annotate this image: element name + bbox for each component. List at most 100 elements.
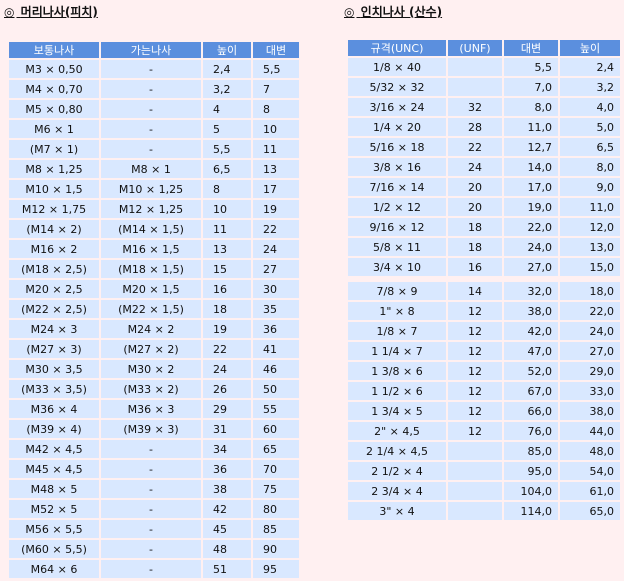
table-row: 2 1/2 × 4 95,0 54,0: [348, 462, 620, 480]
table-row: 3/8 × 16 24 14,0 8,0: [348, 158, 620, 176]
table-cell: (M7 × 1): [9, 140, 99, 158]
table-cell: 65,0: [560, 502, 620, 520]
table-row: M64 × 6-51 95: [9, 560, 299, 578]
table-cell: 75: [253, 480, 299, 498]
table-cell: 1 1/4 × 7: [348, 342, 446, 360]
table-cell: 22: [253, 220, 299, 238]
table-row: 5/16 × 18 22 12,7 6,5: [348, 138, 620, 156]
table-cell: M16 × 2: [9, 240, 99, 258]
table-row: 1/4 × 20 28 11,0 5,0: [348, 118, 620, 136]
table-cell: 2,4: [560, 58, 620, 76]
table-cell: [448, 482, 502, 500]
table-cell: M10 × 1,5: [9, 180, 99, 198]
table-cell: 3" × 4: [348, 502, 446, 520]
table-cell: M4 × 0,70: [9, 80, 99, 98]
table-row: 1 1/4 × 7 12 47,0 27,0: [348, 342, 620, 360]
spacer-cell: [560, 278, 620, 280]
table-row: 1 3/4 × 5 12 66,0 38,0: [348, 402, 620, 420]
col-header-width-across-flats: 대변: [504, 40, 558, 56]
table-cell: 61,0: [560, 482, 620, 500]
table-cell: 2 1/2 × 4: [348, 462, 446, 480]
table-cell: 42,0: [504, 322, 558, 340]
table-cell: 5,5: [203, 140, 251, 158]
table-cell: 36: [253, 320, 299, 338]
table-cell: 10: [203, 200, 251, 218]
table-cell: 8: [253, 100, 299, 118]
table-cell: 12: [448, 342, 502, 360]
table-cell: 54,0: [560, 462, 620, 480]
table-row: M5 × 0,80-4 8: [9, 100, 299, 118]
table-row: 9/16 × 12 18 22,0 12,0: [348, 218, 620, 236]
table-cell: 60: [253, 420, 299, 438]
col-header-height: 높이: [203, 42, 251, 58]
metric-bullet: ◎: [4, 5, 15, 19]
table-cell: M36 × 3: [101, 400, 201, 418]
table-cell: 12: [448, 302, 502, 320]
table-row: M52 × 5-42 80: [9, 500, 299, 518]
table-row: M30 × 3,5 M30 × 2 24 46: [9, 360, 299, 378]
table-cell: (M14 × 1,5): [101, 220, 201, 238]
table-cell: 52,0: [504, 362, 558, 380]
metric-heading: ◎ 머리나사(피치): [4, 3, 98, 20]
table-cell: (M60 × 5,5): [9, 540, 99, 558]
table-cell: 32: [448, 98, 502, 116]
table-row: M8 × 1,25 M8 × 1 6,5 13: [9, 160, 299, 178]
table-cell: -: [101, 140, 201, 158]
table-cell: M16 × 1,5: [101, 240, 201, 258]
table-cell: 35: [253, 300, 299, 318]
table-cell: 38,0: [504, 302, 558, 320]
table-row: 5/32 × 32 7,0 3,2: [348, 78, 620, 96]
table-cell: (M27 × 2): [101, 340, 201, 358]
table-row: M10 × 1,5 M10 × 1,25 8 17: [9, 180, 299, 198]
table-cell: M6 × 1: [9, 120, 99, 138]
table-cell: 48: [203, 540, 251, 558]
table-cell: 1/8 × 7: [348, 322, 446, 340]
table-cell: M24 × 2: [101, 320, 201, 338]
table-cell: M30 × 3,5: [9, 360, 99, 378]
table-cell: M52 × 5: [9, 500, 99, 518]
table-row: (M18 × 2,5) (M18 × 1,5) 15 27: [9, 260, 299, 278]
col-header-unf: (UNF): [448, 40, 502, 56]
table-cell: 22: [448, 138, 502, 156]
table-cell: -: [101, 520, 201, 538]
table-cell: 5,5: [504, 58, 558, 76]
table-cell: -: [101, 480, 201, 498]
table-row: M48 × 5-38 75: [9, 480, 299, 498]
table-cell: 95,0: [504, 462, 558, 480]
table-cell: 46: [253, 360, 299, 378]
table-cell: 8,0: [504, 98, 558, 116]
table-row: (M39 × 4) (M39 × 3) 31 60: [9, 420, 299, 438]
table-cell: 85: [253, 520, 299, 538]
table-cell: 24: [203, 360, 251, 378]
table-row: 3/4 × 10 16 27,0 15,0: [348, 258, 620, 276]
table-cell: 18,0: [560, 282, 620, 300]
table-cell: 30: [253, 280, 299, 298]
table-cell: 24,0: [504, 238, 558, 256]
inch-heading: ◎ 인치나사 (산수): [344, 3, 442, 20]
table-cell: [448, 58, 502, 76]
table-cell: 15: [203, 260, 251, 278]
table-cell: 20: [448, 178, 502, 196]
table-cell: 1/8 × 40: [348, 58, 446, 76]
table-cell: 44,0: [560, 422, 620, 440]
table-cell: 70: [253, 460, 299, 478]
table-cell: M5 × 0,80: [9, 100, 99, 118]
table-cell: 2 1/4 × 4,5: [348, 442, 446, 460]
table-cell: [448, 462, 502, 480]
table-cell: 18: [203, 300, 251, 318]
table-cell: 29: [203, 400, 251, 418]
table-cell: 3/8 × 16: [348, 158, 446, 176]
table-cell: 12: [448, 382, 502, 400]
table-cell: 1 3/8 × 6: [348, 362, 446, 380]
table-cell: 24,0: [560, 322, 620, 340]
table-cell: 95: [253, 560, 299, 578]
col-header-width-across-flats: 대변: [253, 42, 299, 58]
table-row: 7/8 × 9 14 32,0 18,0: [348, 282, 620, 300]
table-row: (M22 × 2,5) (M22 × 1,5) 18 35: [9, 300, 299, 318]
table-cell: 12: [448, 322, 502, 340]
table-cell: -: [101, 440, 201, 458]
table-cell: 34: [203, 440, 251, 458]
table-cell: 1/2 × 12: [348, 198, 446, 216]
table-cell: 4,0: [560, 98, 620, 116]
spacer-cell: [504, 278, 558, 280]
